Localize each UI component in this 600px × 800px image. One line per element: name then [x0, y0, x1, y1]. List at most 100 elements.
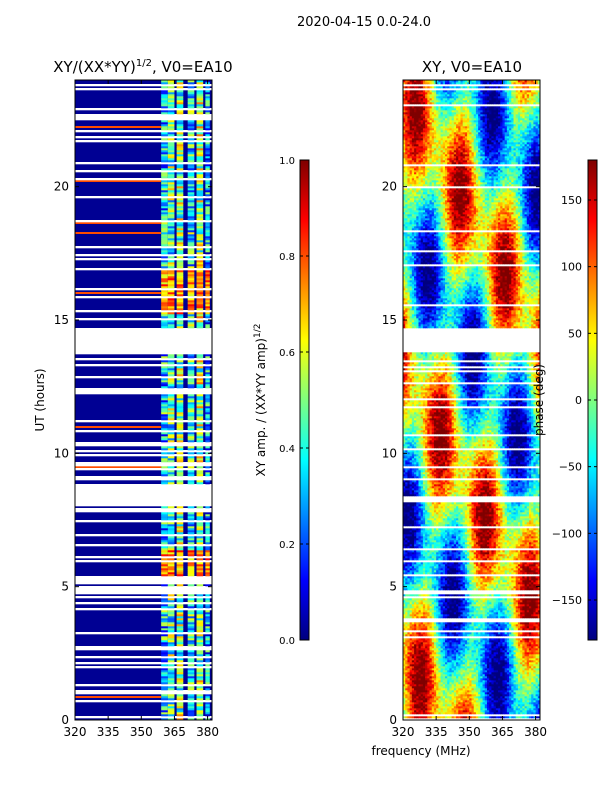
amplitude-band-cell	[205, 226, 210, 229]
phase-cell	[473, 700, 477, 703]
phase-cell	[491, 656, 494, 659]
phase-cell	[495, 658, 499, 661]
phase-cell	[420, 678, 424, 681]
phase-cell	[414, 704, 417, 707]
amplitude-band-cell	[205, 98, 210, 101]
phase-cell	[531, 700, 534, 703]
amplitude-band-cell	[187, 710, 195, 713]
phase-cell	[436, 600, 439, 603]
phase-cell	[444, 712, 448, 715]
phase-cell	[403, 682, 406, 685]
phase-cell	[422, 642, 426, 645]
phase-cell	[409, 610, 413, 613]
phase-cell	[475, 640, 479, 643]
amplitude-band-cell	[205, 404, 210, 407]
phase-cell	[535, 688, 539, 691]
amplitude-band-cell	[176, 190, 184, 193]
phase-cell	[486, 680, 490, 683]
amplitude-band-cell	[176, 214, 184, 217]
phase-cell	[537, 678, 541, 681]
phase-cell	[480, 650, 483, 653]
phase-cell	[473, 674, 477, 677]
phase-cell	[456, 600, 459, 603]
amplitude-band-cell	[176, 238, 184, 241]
phase-cell	[436, 638, 439, 641]
amplitude-band-cell	[167, 128, 175, 131]
phase-cell	[440, 698, 444, 701]
phase-cell	[491, 624, 494, 627]
phase-cell	[480, 604, 483, 607]
phase-cell	[517, 692, 521, 695]
phase-cell	[436, 594, 439, 597]
amplitude-band-cell	[161, 658, 168, 661]
phase-cell	[484, 654, 488, 657]
phase-cell	[484, 634, 488, 637]
phase-cell	[500, 706, 503, 709]
phase-cell	[416, 692, 419, 695]
phase-cell	[491, 670, 494, 673]
phase-cell	[489, 658, 492, 661]
amplitude-band-cell	[187, 542, 195, 545]
phase-cell	[506, 704, 510, 707]
phase-cell	[462, 652, 466, 655]
phase-cell	[495, 656, 499, 659]
phase-cell	[460, 684, 464, 687]
phase-cell	[414, 622, 417, 625]
phase-cell	[403, 704, 406, 707]
amplitude-band-cell	[205, 356, 210, 359]
phase-cell	[513, 700, 517, 703]
amplitude-band-cell	[196, 436, 204, 439]
phase-cell	[467, 674, 470, 677]
phase-cell	[522, 672, 525, 675]
phase-cell	[411, 652, 415, 655]
phase-cell	[411, 670, 415, 673]
amplitude-band-cell	[196, 228, 204, 231]
amplitude-flagged-row	[75, 692, 212, 695]
phase-cell	[482, 622, 486, 625]
phase-cell	[469, 712, 472, 715]
phase-cell	[467, 622, 470, 625]
amplitude-band-cell	[187, 228, 195, 231]
phase-cell	[403, 670, 406, 673]
phase-cell	[433, 600, 437, 603]
phase-cell	[524, 612, 528, 615]
phase-cell	[431, 664, 435, 667]
amplitude-band-cell	[205, 570, 210, 573]
amplitude-flagged-row	[75, 454, 212, 457]
phase-cell	[478, 650, 481, 653]
amplitude-band-cell	[187, 558, 195, 561]
phase-cell	[422, 686, 426, 689]
amplitude-band-cell	[167, 530, 175, 533]
phase-cell	[535, 712, 539, 715]
phase-cell	[411, 614, 415, 617]
phase-cell	[438, 664, 441, 667]
phase-cell	[431, 642, 435, 645]
phase-cell	[403, 672, 406, 675]
phase-cell	[403, 628, 406, 631]
amplitude-band-cell	[161, 480, 168, 483]
amplitude-band-cell	[205, 634, 210, 637]
amplitude-band-cell	[196, 96, 204, 99]
phase-cell	[425, 664, 428, 667]
phase-cell	[502, 688, 506, 691]
amplitude-band-cell	[196, 672, 204, 675]
phase-cell	[522, 658, 525, 661]
phase-cell	[433, 706, 437, 709]
phase-cell	[405, 648, 408, 651]
phase-cell	[502, 654, 506, 657]
amplitude-band-cell	[196, 134, 204, 137]
phase-cell	[515, 614, 519, 617]
phase-cell	[407, 610, 411, 613]
phase-cell	[438, 666, 441, 669]
phase-cell	[414, 626, 417, 629]
phase-cell	[506, 632, 510, 635]
phase-cell	[502, 610, 506, 613]
phase-cell	[405, 692, 408, 695]
phase-cell	[411, 682, 415, 685]
phase-cell	[411, 680, 415, 683]
phase-cell	[409, 692, 413, 695]
amplitude-band-cell	[187, 448, 195, 451]
amplitude-band-cell	[176, 564, 184, 567]
phase-cell	[460, 610, 464, 613]
